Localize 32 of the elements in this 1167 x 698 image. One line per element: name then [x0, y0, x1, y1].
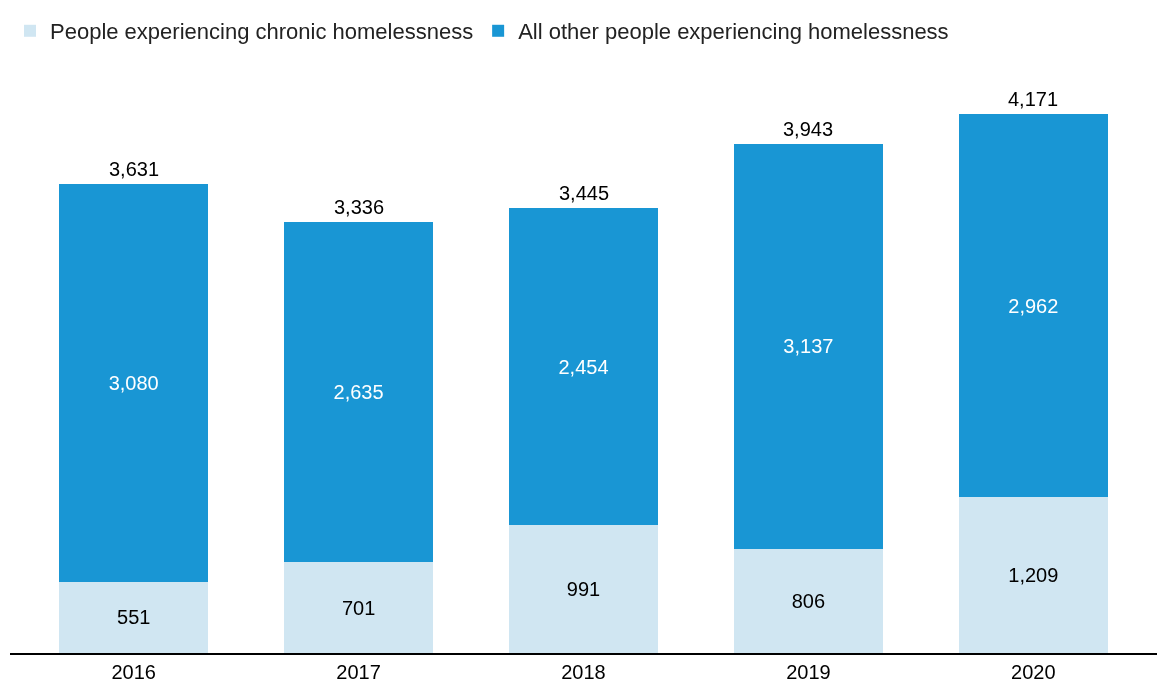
bar	[59, 184, 208, 582]
total-label: 3,445	[559, 182, 610, 204]
data-label: 806	[791, 589, 826, 612]
x-tick-label: 2020	[1011, 661, 1056, 683]
x-tick-label: 2016	[111, 661, 156, 683]
bar	[509, 525, 658, 653]
data-label: 2,962	[1008, 294, 1059, 317]
bar	[959, 114, 1108, 497]
total-label: 3,336	[334, 196, 385, 218]
bar	[734, 143, 883, 549]
data-label: 1,209	[1008, 563, 1059, 586]
bar	[59, 581, 208, 653]
x-tick-label: 2019	[786, 661, 831, 683]
data-label: 2,454	[558, 355, 609, 378]
legend-label: People experiencing chronic homelessness	[50, 19, 474, 45]
data-label: 701	[341, 596, 376, 619]
data-label: 3,080	[108, 371, 159, 394]
legend-label: All other people experiencing homelessness	[518, 19, 949, 45]
total-label: 4,171	[1008, 88, 1059, 110]
bar	[284, 562, 433, 653]
bar	[284, 222, 433, 563]
total-label: 3,631	[109, 158, 160, 180]
bar	[509, 208, 658, 526]
data-label: 2,635	[333, 381, 384, 404]
data-label: 551	[117, 606, 151, 629]
x-tick-label: 2017	[336, 661, 381, 683]
total-label: 3,943	[783, 118, 834, 140]
data-label: 991	[566, 578, 601, 601]
bar	[959, 496, 1108, 653]
data-label: 3,137	[783, 335, 834, 358]
bar	[734, 548, 883, 653]
x-tick-label: 2018	[561, 661, 606, 683]
